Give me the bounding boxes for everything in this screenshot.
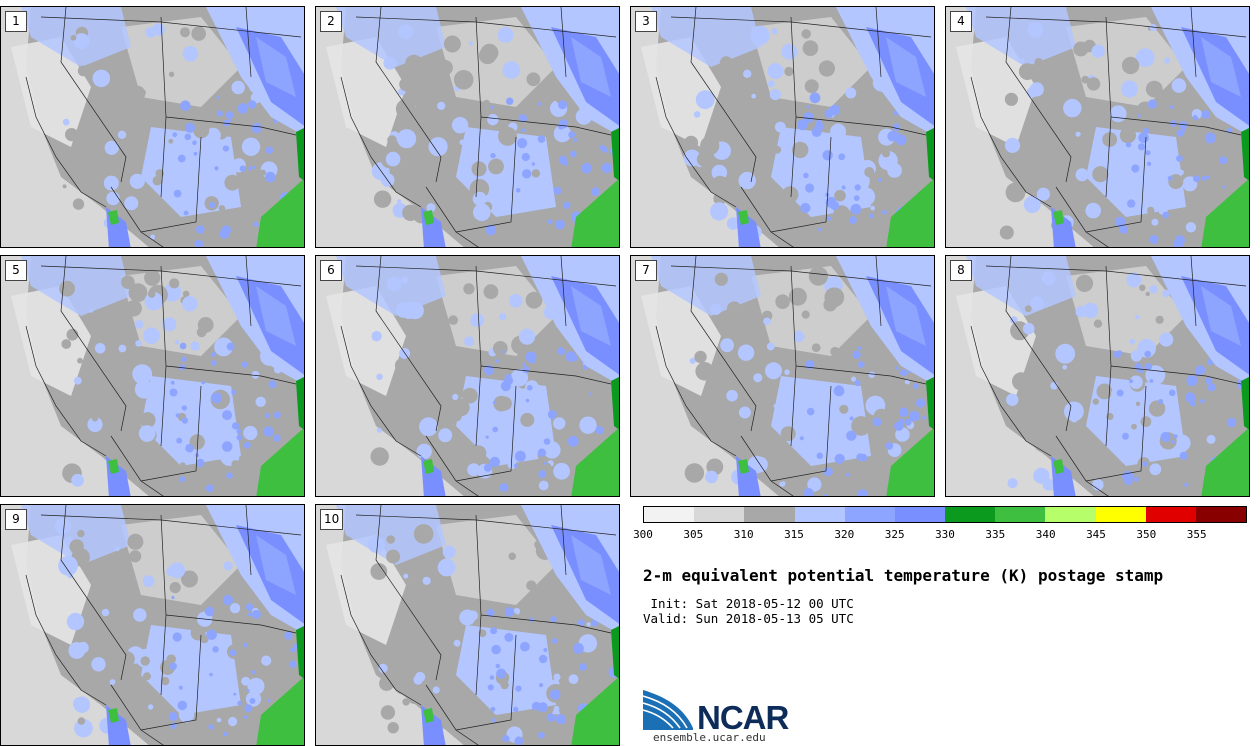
colorbar-segment-2 — [744, 507, 795, 522]
colorbar-segment-6 — [945, 507, 996, 522]
ncar-logo-text: NCAR — [697, 699, 789, 736]
colorbar-segment-8 — [1045, 507, 1096, 522]
colorbar-tick-340: 340 — [1035, 528, 1056, 541]
colorbar-segment-11 — [1195, 507, 1247, 522]
colorbar-tick-325: 325 — [884, 528, 905, 541]
colorbar-tick-305: 305 — [683, 528, 704, 541]
panel-label: 10 — [320, 509, 344, 530]
map-panel-6: 6 — [315, 255, 620, 497]
colorbar-tick-335: 335 — [985, 528, 1006, 541]
colorbar-segment-0 — [644, 507, 695, 522]
ncar-logo-icon — [643, 690, 693, 730]
colorbar-segment-3 — [794, 507, 845, 522]
init-time: Init: Sat 2018-05-12 00 UTC — [643, 596, 854, 611]
colorbar-segment-9 — [1095, 507, 1146, 522]
panel-label: 4 — [950, 11, 972, 32]
colorbar-tick-310: 310 — [733, 528, 754, 541]
panel-label: 6 — [320, 260, 342, 281]
colorbar-tick-345: 345 — [1086, 528, 1106, 541]
panel-label: 1 — [5, 11, 27, 32]
colorbar-segment-5 — [894, 507, 946, 522]
map-panel-10: 10 — [315, 504, 620, 746]
map-panel-1: 1 — [0, 6, 305, 248]
colorbar-segment-4 — [844, 507, 895, 522]
map-panel-3: 3 — [630, 6, 935, 248]
map-panel-4: 4 — [945, 6, 1250, 248]
colorbar-tick-315: 315 — [784, 528, 804, 541]
panel-label: 7 — [635, 260, 657, 281]
panel-label: 2 — [320, 11, 342, 32]
map-panel-5: 5 — [0, 255, 305, 497]
panel-label: 5 — [5, 260, 27, 281]
map-panel-7: 7 — [630, 255, 935, 497]
map-panel-9: 9 — [0, 504, 305, 746]
map-panel-2: 2 — [315, 6, 620, 248]
colorbar-tick-330: 330 — [935, 528, 955, 541]
colorbar-segment-10 — [1145, 507, 1196, 522]
valid-time: Valid: Sun 2018-05-13 05 UTC — [643, 611, 854, 626]
colorbar — [643, 506, 1247, 523]
plot-title: 2-m equivalent potential temperature (K)… — [643, 566, 1164, 585]
colorbar-tick-300: 300 — [633, 528, 653, 541]
colorbar-tick-320: 320 — [834, 528, 855, 541]
map-panel-8: 8 — [945, 255, 1250, 497]
panel-label: 9 — [5, 509, 27, 530]
colorbar-segment-7 — [995, 507, 1046, 522]
colorbar-tick-355: 355 — [1186, 528, 1207, 541]
colorbar-segment-1 — [694, 507, 745, 522]
panel-label: 3 — [635, 11, 657, 32]
colorbar-tick-350: 350 — [1136, 528, 1157, 541]
colorbar-ticks: 300 305 310 315 320 325 330 335 340 345 350 355 — [633, 528, 1247, 544]
site-url: ensemble.ucar.edu — [653, 731, 766, 744]
panel-label: 8 — [950, 260, 972, 281]
